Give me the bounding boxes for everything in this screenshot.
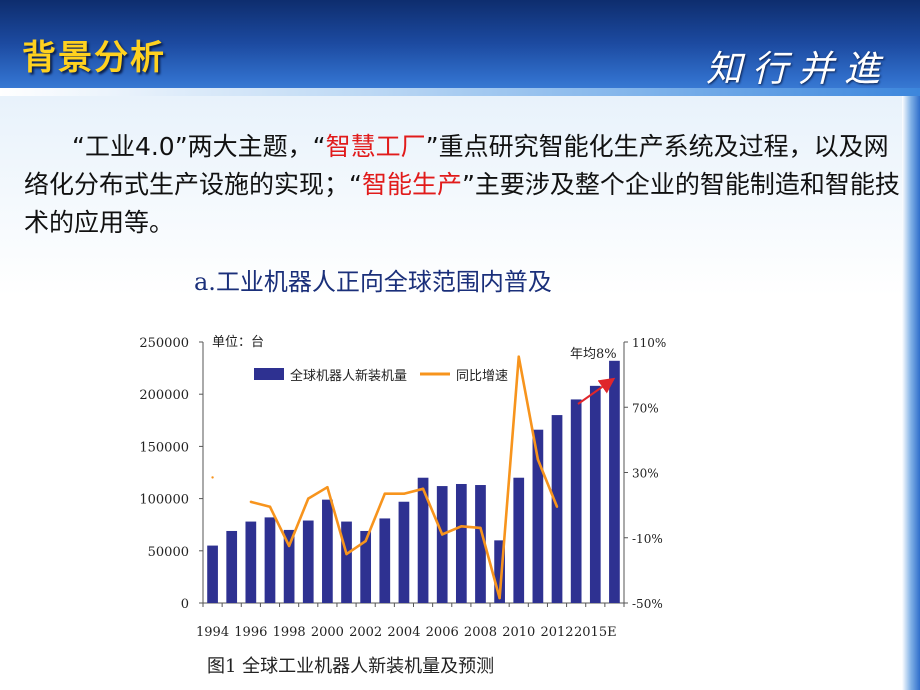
x-tick-label: 1994 — [196, 625, 229, 640]
right-tick-label: -10% — [632, 532, 663, 546]
bar-2003 — [379, 518, 391, 603]
growth-point-1996 — [249, 500, 253, 504]
bar-1999 — [302, 520, 314, 603]
growth-point-2001 — [345, 552, 348, 556]
bar-1996 — [245, 521, 257, 603]
x-tick-label: 2004 — [387, 625, 420, 640]
bar-2001 — [341, 521, 352, 603]
bar-2015E — [609, 360, 620, 603]
right-tick-label: 110% — [632, 336, 666, 350]
left-tick-label: 0 — [181, 597, 189, 612]
bar-2010 — [513, 477, 525, 603]
growth-point-2012 — [555, 505, 559, 508]
growth-point-1998 — [287, 544, 291, 548]
para-text-1: “工业4.0”两大主题，“ — [72, 132, 326, 161]
growth-point-1994 — [211, 476, 214, 479]
growth-point-2003 — [383, 492, 386, 495]
growth-point-2009 — [498, 596, 501, 600]
growth-point-2004 — [402, 492, 406, 495]
bar-1997 — [264, 517, 276, 603]
x-tick-label: 2015E — [574, 625, 617, 640]
bar-2013 — [570, 399, 582, 603]
bar-2002 — [360, 530, 372, 603]
bar-2004 — [398, 501, 410, 603]
growth-point-2011 — [536, 458, 540, 461]
x-tick-label: 2008 — [464, 625, 497, 640]
body-paragraph: “工业4.0”两大主题，“智慧工厂”重点研究智能化生产系统及过程，以及网络化分布… — [24, 128, 906, 242]
robot-installation-chart: 0 50000 100000 150000 200000 250000 -50% -10% 30… — [139, 335, 666, 640]
figure-caption: 图1 全球工业机器人新装机量及预测 — [207, 656, 495, 677]
unit-label: 单位：台 — [212, 335, 264, 350]
growth-point-2002 — [364, 539, 367, 543]
x-tick-label: 1998 — [273, 625, 306, 640]
bar-2005 — [417, 477, 429, 603]
bar-1995 — [226, 530, 238, 603]
left-tick-label: 100000 — [139, 493, 189, 508]
chart-heading: a.工业机器人正向全球范围内普及 — [194, 268, 552, 296]
bar-2000 — [322, 499, 333, 603]
background-gradient — [0, 96, 920, 296]
growth-point-1999 — [307, 497, 310, 500]
left-tick-label: 250000 — [139, 336, 189, 351]
motto-logo: 知行并進 — [705, 49, 890, 90]
right-tick-label: 70% — [632, 401, 659, 415]
growth-arrow — [577, 377, 616, 405]
left-tick-label: 200000 — [139, 388, 189, 403]
header-bar — [0, 0, 920, 96]
bar-1994 — [207, 545, 218, 603]
bar-2012 — [551, 415, 563, 603]
bar-2008 — [475, 485, 486, 603]
legend-bar-swatch — [254, 368, 284, 380]
highlight-smart-factory: 智慧工厂 — [325, 132, 426, 161]
legend-line-label: 同比增速 — [456, 369, 508, 384]
x-tick-label: 2010 — [502, 625, 535, 640]
x-tick-label: 2002 — [349, 625, 382, 640]
right-tick-label: 30% — [632, 467, 659, 481]
para-text-2: ”重点研究智能化生产系统及过程，以及网络化分布式生产设施的实现；“ — [24, 132, 889, 199]
growth-point-2000 — [326, 485, 329, 489]
growth-point-2010 — [517, 355, 520, 358]
bar-2006 — [436, 486, 448, 603]
growth-point-1997 — [268, 505, 272, 508]
left-tick-label: 50000 — [148, 545, 189, 560]
bar-2007 — [455, 483, 467, 603]
x-tick-label: 1996 — [234, 625, 267, 640]
growth-point-2006 — [441, 533, 444, 536]
growth-point-2007 — [460, 525, 463, 528]
growth-point-2008 — [479, 526, 482, 530]
bar-2014 — [589, 385, 601, 603]
highlight-smart-production: 智能生产 — [361, 170, 462, 199]
page-title: 背景分析 — [22, 38, 166, 78]
bar-2009 — [494, 540, 505, 603]
growth-point-2005 — [421, 487, 425, 491]
header-band — [0, 88, 920, 96]
right-tick-label: -50% — [632, 597, 663, 611]
para-text-3: ”主要涉及整个企业的智能制造和智能技术的应用等。 — [24, 170, 900, 237]
growth-annotation: 年均8% — [570, 347, 617, 362]
left-tick-label: 150000 — [139, 440, 189, 455]
x-tick-label: 2000 — [311, 625, 344, 640]
x-tick-label: 2012 — [540, 625, 573, 640]
legend-bar-label: 全球机器人新装机量 — [290, 368, 407, 384]
bar-2011 — [532, 429, 544, 603]
bar-1998 — [283, 529, 295, 603]
right-edge-decoration — [902, 96, 920, 690]
x-tick-label: 2006 — [426, 625, 459, 640]
